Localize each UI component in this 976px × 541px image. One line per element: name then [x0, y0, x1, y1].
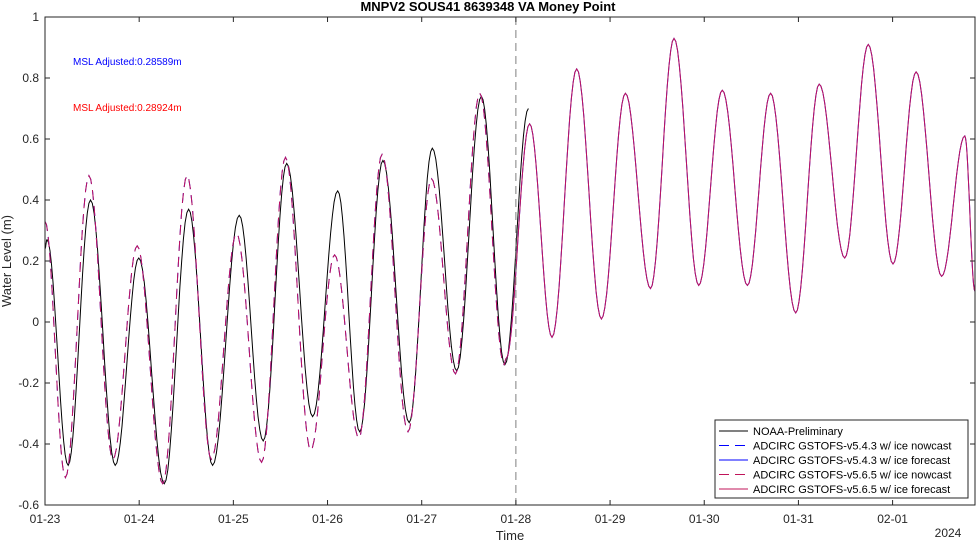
y-tick-label: 0.4	[22, 193, 39, 207]
x-tick-label: 01-23	[30, 512, 61, 526]
y-tick-label: 0.2	[22, 254, 39, 268]
x-axis-label: Time	[496, 528, 524, 541]
x-tick-label: 01-25	[218, 512, 249, 526]
year-label: 2024	[935, 526, 962, 540]
plot-frame	[44, 16, 976, 506]
y-tick-label: 1	[32, 10, 39, 24]
legend-entry: ADCIRC GSTOFS-v5.6.5 w/ ice forecast	[753, 484, 950, 496]
msl-annotation: MSL Adjusted:0.28924m	[73, 103, 182, 114]
x-tick-label: 01-28	[501, 512, 532, 526]
legend: NOAA-Preliminary ADCIRC GSTOFS-v5.4.3 w/ …	[714, 419, 969, 499]
legend-entry: ADCIRC GSTOFS-v5.4.3 w/ ice nowcast	[753, 441, 951, 453]
legend-box	[714, 419, 969, 499]
legend-entry: NOAA-Preliminary	[753, 426, 843, 438]
y-tick-label: 0	[32, 315, 39, 329]
series-line-3	[44, 92, 507, 485]
x-tick-label: 01-31	[783, 512, 814, 526]
msl-annotation: MSL Adjusted:0.28589m	[73, 57, 182, 68]
ticks-layer: 01-23 01-24 01-25 01-26 01-27 01-28 01-29 01-30…	[18, 10, 975, 526]
series-line-0	[44, 95, 529, 485]
y-tick-label: -0.6	[18, 498, 39, 512]
y-tick-label: -0.4	[18, 437, 39, 451]
legend-entry: ADCIRC GSTOFS-v5.6.5 w/ ice nowcast	[753, 470, 951, 482]
x-tick-label: 02-01	[877, 512, 908, 526]
annotation-layer: MSL Adjusted:0.28589m MSL Adjusted:0.2892…	[73, 57, 182, 114]
chart-title: MNPV2 SOUS41 8639348 VA Money Point	[360, 0, 616, 14]
legend-entry: ADCIRC GSTOFS-v5.4.3 w/ ice forecast	[753, 455, 950, 467]
y-tick-label: 0.8	[22, 71, 39, 85]
x-tick-label: 01-29	[595, 512, 626, 526]
y-axis-label: Water Level (m)	[0, 215, 14, 307]
x-tick-label: 01-26	[312, 512, 343, 526]
series-line-4	[505, 37, 976, 359]
x-tick-label: 01-30	[689, 512, 720, 526]
series-layer	[44, 37, 976, 485]
y-tick-label: 0.6	[22, 132, 39, 146]
y-tick-label: -0.2	[18, 376, 39, 390]
x-tick-label: 01-27	[406, 512, 437, 526]
x-tick-label: 01-24	[124, 512, 155, 526]
